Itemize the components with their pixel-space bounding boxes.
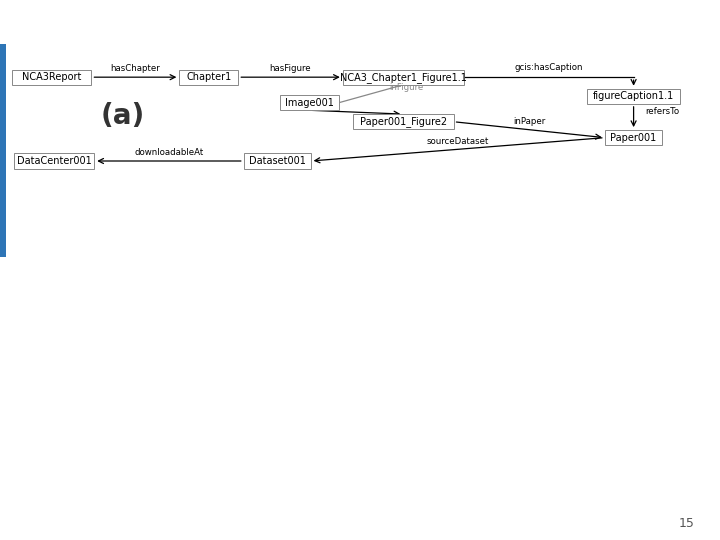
FancyBboxPatch shape: [605, 130, 662, 145]
FancyBboxPatch shape: [353, 114, 454, 130]
Text: Image001: Image001: [285, 98, 334, 107]
Text: Paper001: Paper001: [611, 133, 657, 143]
Text: inPaper: inPaper: [513, 117, 545, 126]
Text: 15: 15: [679, 517, 695, 530]
FancyBboxPatch shape: [587, 89, 680, 104]
Text: Dataset001: Dataset001: [249, 156, 305, 166]
Text: gcis:hasCaption: gcis:hasCaption: [514, 63, 583, 72]
Bar: [0, 44, 6, 256]
Text: hasChapter: hasChapter: [110, 64, 161, 73]
Text: downloadableAt: downloadableAt: [135, 148, 204, 157]
FancyBboxPatch shape: [280, 95, 339, 110]
Text: inFigure: inFigure: [390, 83, 423, 92]
FancyBboxPatch shape: [179, 70, 238, 85]
Text: sourceDataset: sourceDataset: [426, 137, 489, 145]
FancyBboxPatch shape: [243, 153, 311, 168]
Text: (a): (a): [100, 103, 145, 131]
Text: DataCenter001: DataCenter001: [17, 156, 91, 166]
Text: NCA3Report: NCA3Report: [22, 72, 81, 82]
Text: figureCaption1.1: figureCaption1.1: [593, 91, 674, 102]
Text: An intuitive concept map of the 1st use case: An intuitive concept map of the 1st use …: [9, 14, 412, 32]
Text: NCA3_Chapter1_Figure1.1: NCA3_Chapter1_Figure1.1: [340, 72, 467, 83]
Text: hasFigure: hasFigure: [270, 64, 311, 73]
Text: refersTo: refersTo: [645, 107, 680, 116]
Text: Paper001_Figure2: Paper001_Figure2: [359, 116, 447, 127]
FancyBboxPatch shape: [343, 70, 464, 85]
FancyBboxPatch shape: [12, 70, 91, 85]
Text: Chapter1: Chapter1: [186, 72, 231, 82]
FancyBboxPatch shape: [14, 153, 94, 168]
